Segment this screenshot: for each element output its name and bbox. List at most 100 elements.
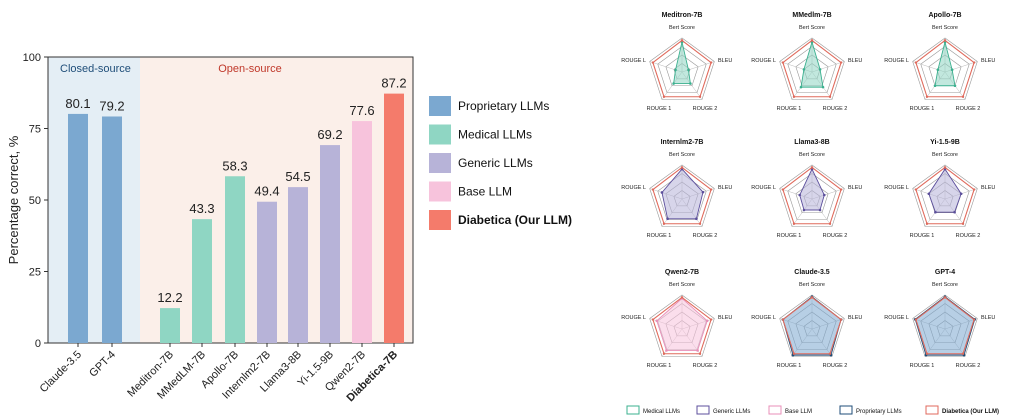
radar-axis-label: BLEU: [718, 185, 732, 191]
radar-axis-label: ROUGE L: [621, 315, 646, 321]
radar-grid-ring: [787, 46, 837, 93]
radar-model-point: [936, 68, 940, 71]
radar-model-area: [928, 168, 962, 213]
radar-axis-label: Bert Score: [799, 282, 825, 288]
radar-title: Qwen2-7B: [665, 269, 699, 276]
radar-axis-label: BLEU: [981, 315, 995, 321]
radar-legend-swatch: [768, 405, 782, 415]
radar-diabetica-line: [652, 166, 712, 225]
y-tick-label: 0: [35, 338, 41, 350]
radar-model-point: [953, 210, 956, 214]
bar-Apollo-7B: [225, 176, 245, 343]
radar-diabetica-point: [698, 95, 702, 98]
radar-grid-ring: [912, 37, 978, 100]
radar-legend-swatch: [925, 405, 939, 415]
radar-model-point: [660, 191, 664, 194]
radar-diabetica-point: [781, 318, 785, 321]
legend-label: Medical LLMs: [458, 128, 532, 142]
bar-Claude-3.5: [68, 113, 88, 343]
radar-axis-label: ROUGE 1: [647, 106, 672, 112]
radar-model-area: [661, 168, 704, 220]
radar-model-point: [687, 68, 690, 72]
radar-diabetica-point: [651, 318, 655, 321]
bar-value-label: 87.2: [381, 76, 406, 91]
radar-diabetica-point: [680, 296, 684, 299]
radar-diabetica-line: [652, 39, 712, 98]
y-tick-label: 75: [29, 124, 41, 136]
radar-axis-label: BLEU: [848, 58, 862, 64]
radar-model-point: [933, 84, 937, 88]
bar-Yi-1.5-9B: [320, 145, 340, 343]
bar-Internlm2-7B: [257, 201, 277, 343]
radar-diabetica-line: [915, 166, 975, 225]
radar-model-point: [689, 82, 692, 85]
radar-title: GPT-4: [935, 269, 955, 276]
radar-grid-ring: [912, 164, 978, 227]
radar-axis-label: ROUGE L: [884, 315, 909, 321]
radar-legend-label: Proprietary LLMs: [856, 409, 902, 415]
radar-axis-label: ROUGE 1: [910, 363, 935, 369]
radar-model-point: [802, 208, 806, 212]
legend-swatch: [429, 210, 451, 230]
radar-axis-label: ROUGE 2: [956, 233, 981, 239]
y-tick-label: 25: [29, 267, 41, 279]
radar-axis-label: ROUGE 2: [956, 363, 981, 369]
radar-grid-ring: [779, 164, 845, 227]
radar-axis-label: ROUGE L: [884, 58, 909, 64]
bar-GPT-4: [102, 116, 122, 343]
radar-model-point: [672, 82, 675, 85]
closed-source-region: [48, 57, 140, 343]
bar-value-label: 49.4: [254, 184, 279, 199]
radar-axis-label: Bert Score: [669, 282, 695, 288]
radar-model-point: [655, 319, 659, 323]
radar-diabetica-point: [698, 222, 702, 225]
radar-diabetica-point: [961, 222, 965, 225]
radar-legend-label: Medical LLMs: [643, 409, 680, 415]
bar-value-label: 43.3: [189, 201, 214, 216]
radar-diabetica-point: [709, 318, 713, 321]
radar-diabetica-point: [839, 318, 843, 321]
y-axis-title: Percentage correct, %: [6, 135, 21, 264]
radar-axis-label: ROUGE 1: [777, 233, 802, 239]
radar-grid-ring: [649, 164, 715, 227]
radar-title: Claude-3.5: [794, 269, 830, 276]
radar-axis-label: Bert Score: [669, 25, 695, 31]
radar-model-point: [953, 84, 957, 88]
radar-legend-swatch: [626, 405, 640, 415]
legend-swatch: [429, 124, 451, 145]
radar-model-area: [800, 40, 824, 88]
radar-diabetica-point: [828, 95, 832, 98]
radar-legend-label: Diabetica (Our LLM): [942, 409, 999, 415]
radar-model-point: [674, 68, 677, 72]
radar-grid-ring: [779, 37, 845, 100]
radar-diabetica-point: [925, 352, 929, 355]
bar-value-label: 79.2: [99, 98, 124, 113]
radar-diabetica-point: [943, 296, 947, 299]
radar-legend-label: Generic LLMs: [713, 409, 750, 415]
radar-legend-swatch: [696, 405, 710, 415]
radar-axis-label: ROUGE 2: [823, 363, 848, 369]
radar-model-point: [666, 217, 669, 221]
radar-model-point: [821, 85, 825, 89]
radar-panel-Apollo-7B: Apollo-7B Bert Score BLEU ROUGE 2 ROUGE 1 ROU…: [884, 12, 995, 112]
radar-axis-label: ROUGE L: [621, 185, 646, 191]
radar-model-point: [818, 208, 822, 212]
radar-legend-label: Base LLM: [785, 409, 812, 415]
radar-diabetica-line: [915, 296, 975, 355]
radar-axis-label: BLEU: [848, 315, 862, 321]
radar-model-area: [914, 296, 976, 356]
radar-axis-label: BLEU: [981, 185, 995, 191]
radar-axis-label: ROUGE L: [621, 58, 646, 64]
bar-Qwen2-7B: [352, 121, 372, 344]
radar-model-area: [656, 297, 708, 351]
radar-diabetica-line: [652, 296, 712, 355]
radar-axis-label: ROUGE 2: [823, 106, 848, 112]
radar-diabetica-point: [792, 95, 796, 98]
radar-model-area: [799, 168, 825, 211]
radar-diabetica-point: [961, 352, 965, 355]
radar-diabetica-point: [961, 95, 965, 98]
radar-model-point: [665, 349, 668, 352]
radar-diabetica-point: [828, 222, 832, 225]
radar-panel-MMedlm-7B: MMedlm-7B Bert Score BLEU ROUGE 2 ROUGE 1 ROU…: [751, 12, 862, 112]
radar-axis-label: BLEU: [718, 58, 732, 64]
